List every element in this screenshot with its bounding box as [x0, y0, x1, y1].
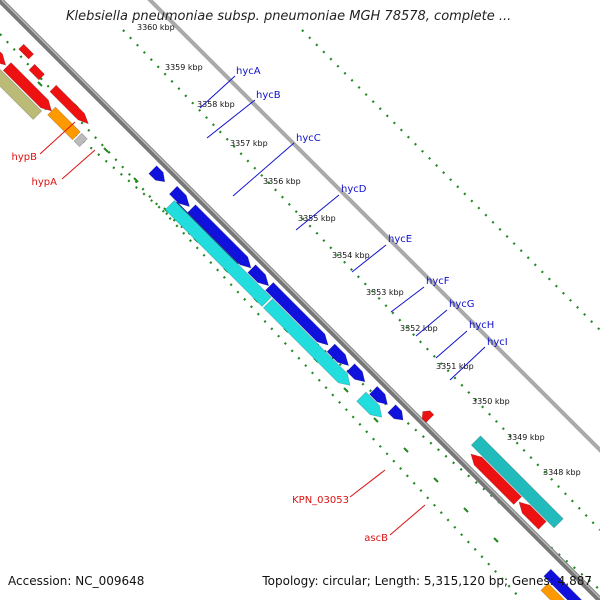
tick-label-6: 3354 kbp — [332, 251, 370, 260]
gene-label-hycA: hycA — [236, 66, 261, 77]
gene-leader-KPN_03053 — [349, 469, 386, 498]
tick-mark-11 — [373, 417, 379, 423]
gene-lower-blue — [543, 568, 583, 600]
gene-leader-hycD — [295, 194, 340, 231]
tick-mark-13 — [433, 477, 439, 483]
tick-dot-line-2 — [301, 29, 600, 331]
tick-mark-12 — [403, 447, 409, 453]
gene-hyp-red-2 — [0, 51, 7, 66]
tick-label-track: 3360 kbp 3359 kbp 3358 kbp 3357 kbp 3356 kbp… — [137, 23, 581, 477]
gene-ascB-arrow-2 — [518, 501, 547, 530]
gene-leader-hycF — [390, 286, 425, 313]
tick-dot-line-1 — [122, 29, 600, 531]
gene-lower-orange — [540, 582, 566, 600]
gene-hyc-operon-cyan-1 — [164, 200, 272, 307]
gene-hypB-arrow — [73, 132, 88, 148]
gene-leader-hycE — [351, 244, 387, 273]
tick-mark-2 — [103, 147, 109, 153]
gene-small-red-3 — [18, 43, 35, 60]
tick-label-12: 3348 kbp — [543, 468, 581, 477]
gene-label-KPN_03053: KPN_03053 — [292, 495, 349, 506]
genome-backbone-upper — [147, 0, 600, 453]
map-title: Klebsiella pneumoniae subsp. pneumoniae … — [66, 9, 512, 24]
tick-label-4: 3356 kbp — [263, 177, 301, 186]
gene-label-hycI: hycI — [487, 337, 508, 348]
gene-label-track: hycA hycB hycC hycD hycE hycF hycG hycH hycI hypB… — [12, 66, 508, 544]
gene-leader-hycH — [435, 330, 468, 359]
gene-label-hycG: hycG — [449, 299, 475, 310]
tick-label-9: 3351 kbp — [436, 362, 474, 371]
gene-small-red-2 — [49, 84, 89, 125]
gene-hycE-arrow — [265, 282, 329, 346]
gene-hycF-arrow — [247, 264, 270, 287]
tick-label-11: 3349 kbp — [507, 433, 545, 442]
gene-hyc-operon-cyan-2 — [262, 298, 351, 386]
gene-hycH-arrow — [168, 185, 190, 207]
gene-leader-ascB — [389, 504, 426, 536]
tick-label-10: 3350 kbp — [472, 397, 510, 406]
gene-leader-hycC — [232, 142, 295, 197]
gene-ascB-teal — [470, 435, 564, 529]
gene-hycB-arrow — [369, 385, 388, 405]
gene-hycA-arrow — [387, 404, 404, 421]
tick-label-0: 3360 kbp — [137, 23, 175, 32]
tick-label-7: 3353 kbp — [366, 288, 404, 297]
gene-label-ascB: ascB — [364, 533, 388, 544]
gene-hycC-arrow — [346, 363, 366, 383]
gene-label-hycH: hycH — [469, 320, 494, 331]
gene-KPN_03053-arrow — [421, 410, 435, 423]
genome-summary-text: Topology: circular; Length: 5,315,120 bp… — [262, 574, 592, 588]
gene-hyc-operon-cyan-3 — [356, 391, 383, 418]
gene-leader-hycB — [206, 99, 256, 139]
tick-mark-3 — [133, 177, 139, 183]
gene-hyp-red-1 — [2, 62, 53, 112]
gene-label-hycD: hycD — [341, 184, 367, 195]
gene-hycD-arrow — [326, 343, 350, 367]
gene-leader-hycA — [199, 75, 236, 109]
tick-label-5: 3355 kbp — [298, 214, 336, 223]
gene-olive-bar — [0, 68, 43, 120]
tick-mark-14 — [463, 507, 469, 513]
tick-label-8: 3352 kbp — [400, 324, 438, 333]
gene-label-hypA: hypA — [32, 177, 58, 188]
gene-label-hycC: hycC — [296, 133, 321, 144]
gene-label-hycF: hycF — [426, 276, 450, 287]
tick-label-2: 3358 kbp — [197, 100, 235, 109]
accession-text: Accession: NC_009648 — [8, 574, 145, 588]
gene-leader-hypA — [61, 149, 96, 180]
gene-small-red-1 — [28, 63, 45, 81]
gene-hycI-arrow — [148, 165, 166, 183]
tick-label-3: 3357 kbp — [230, 139, 268, 148]
tick-mark-15 — [493, 537, 499, 543]
gene-label-hycE: hycE — [388, 234, 412, 245]
gene-label-hycB: hycB — [256, 90, 281, 101]
gene-ascB-arrow-1 — [470, 453, 522, 505]
tick-mark-0 — [37, 81, 43, 87]
gene-leader-hycI — [449, 346, 486, 381]
tick-mark-10 — [343, 387, 349, 393]
tick-label-1: 3359 kbp — [165, 63, 203, 72]
gene-leader-hypB — [39, 121, 76, 155]
gene-leader-hycG — [415, 309, 448, 337]
gene-label-hypB: hypB — [12, 152, 38, 163]
gene-hycG-arrow — [187, 204, 252, 269]
